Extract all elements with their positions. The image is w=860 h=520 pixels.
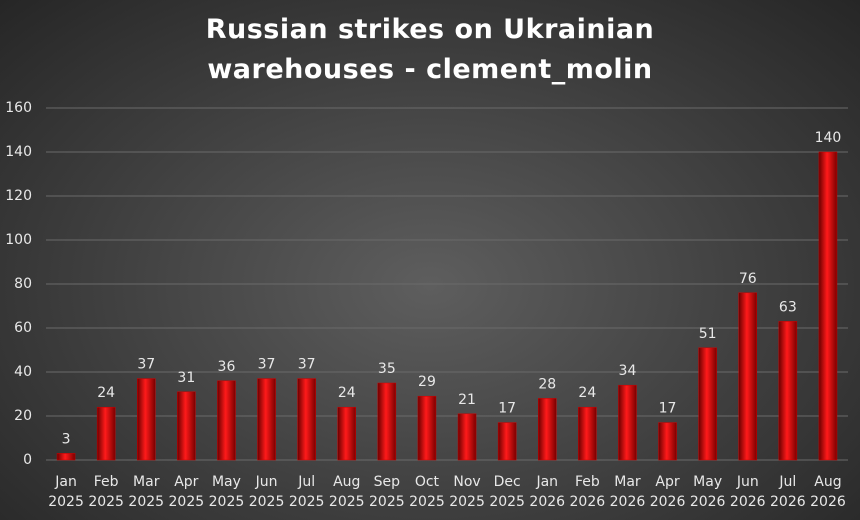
x-tick-label: Jan 2025: [48, 474, 84, 510]
data-label: 21: [458, 392, 476, 408]
bar: [538, 398, 557, 461]
chart-title-box: Russian strikes on Ukrainian warehouses …: [0, 10, 860, 90]
x-tick-label: Nov 2025: [449, 474, 485, 510]
x-tick-label: Aug 2025: [329, 474, 365, 510]
bar: [778, 321, 798, 461]
bar: [578, 406, 597, 461]
bar: [297, 378, 316, 461]
x-tick-label: Apr 2025: [169, 474, 205, 510]
data-label: 76: [739, 271, 757, 287]
x-tick-label: Jun 2026: [730, 474, 766, 510]
y-tick-label: 80: [14, 276, 32, 292]
data-label: 3: [62, 431, 71, 447]
bar: [698, 347, 717, 461]
bar: [377, 382, 397, 461]
bar: [56, 453, 76, 461]
data-label: 37: [298, 357, 316, 373]
x-tick-label: Jan 2026: [529, 474, 565, 510]
bar: [177, 391, 196, 461]
x-tick-label: Feb 2026: [570, 474, 606, 510]
data-label: 36: [218, 359, 236, 375]
x-tick-label: Feb 2025: [88, 474, 124, 510]
y-tick-label: 40: [14, 364, 32, 380]
data-label: 140: [815, 130, 842, 146]
data-label: 24: [97, 385, 115, 401]
data-label: 35: [378, 361, 396, 377]
y-tick-label: 60: [14, 320, 32, 336]
x-tick-label: Dec 2025: [489, 474, 525, 510]
x-tick-label: Mar 2026: [610, 474, 646, 510]
x-tick-label: May 2026: [690, 474, 726, 510]
chart-title: Russian strikes on Ukrainian warehouses …: [205, 14, 655, 85]
bar: [497, 422, 517, 461]
x-tick-label: Sep 2025: [369, 474, 405, 510]
data-label: 24: [338, 385, 356, 401]
x-tick-label: May 2025: [209, 474, 245, 510]
data-label: 28: [538, 376, 556, 392]
bar: [417, 395, 437, 461]
data-label: 51: [699, 326, 717, 342]
bar: [257, 378, 276, 461]
bar: [457, 413, 477, 461]
x-tick-label: Jun 2025: [249, 474, 285, 510]
data-label: 24: [578, 385, 596, 401]
y-tick-label: 20: [14, 408, 32, 424]
bar: [137, 378, 156, 461]
data-label: 17: [498, 401, 516, 417]
data-label: 17: [659, 401, 677, 417]
bar: [658, 422, 677, 461]
x-tick-label: Jul 2025: [289, 474, 325, 510]
y-tick-label: 160: [5, 100, 32, 116]
bar: [818, 151, 838, 461]
data-label: 34: [619, 363, 637, 379]
bar: [337, 406, 356, 461]
y-tick-label: 120: [5, 188, 32, 204]
data-label: 31: [177, 370, 195, 386]
y-tick-label: 0: [23, 452, 32, 468]
y-tick-label: 100: [5, 232, 32, 248]
x-tick-label: Jul 2026: [770, 474, 806, 510]
x-tick-label: Mar 2025: [128, 474, 164, 510]
x-tick-label: Apr 2026: [650, 474, 686, 510]
y-tick-label: 140: [5, 144, 32, 160]
data-label: 63: [779, 299, 797, 315]
data-label: 29: [418, 374, 436, 390]
bar: [618, 384, 637, 461]
x-tick-label: Aug 2026: [810, 474, 846, 510]
bar: [738, 292, 757, 461]
data-label: 37: [137, 357, 155, 373]
bar: [217, 380, 236, 461]
bar: [96, 406, 116, 461]
x-tick-label: Oct 2025: [409, 474, 445, 510]
data-label: 37: [258, 357, 276, 373]
